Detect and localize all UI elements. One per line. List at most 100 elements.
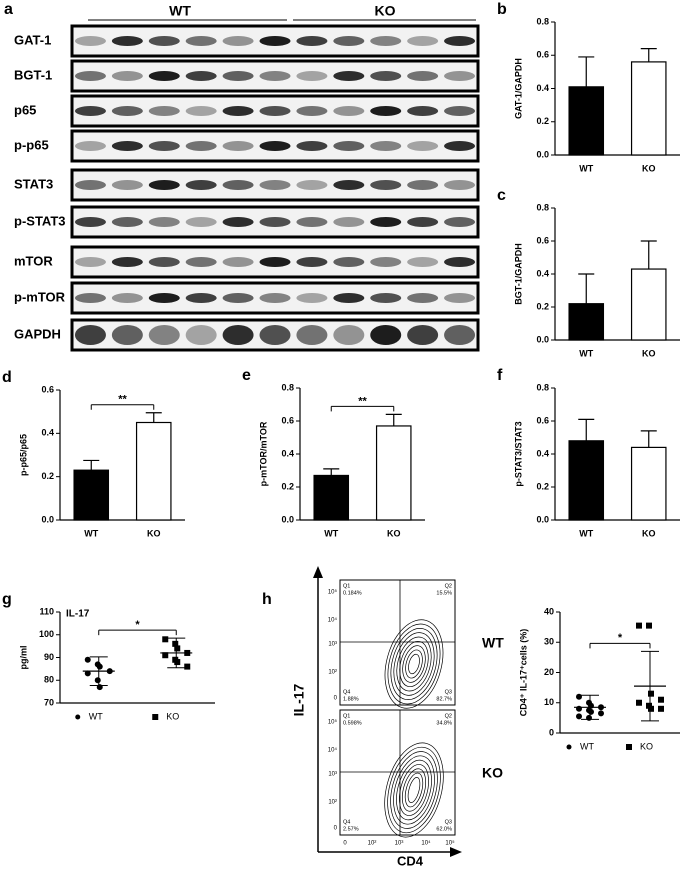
point bbox=[84, 670, 91, 677]
band bbox=[333, 71, 365, 81]
sig-mark: * bbox=[618, 632, 623, 644]
quadrant-label: Q4 bbox=[343, 689, 350, 695]
point bbox=[96, 684, 103, 691]
group-label: KO bbox=[375, 3, 396, 19]
band bbox=[333, 106, 365, 116]
flow-x-tick: 10⁴ bbox=[421, 840, 431, 847]
legend-label: KO bbox=[640, 741, 653, 751]
bar bbox=[630, 446, 667, 521]
panel-letter: f bbox=[497, 367, 503, 384]
panel-letter: a bbox=[4, 1, 13, 18]
chart-title: IL-17 bbox=[66, 609, 90, 620]
contour bbox=[405, 649, 423, 679]
flow-x-tick: 10⁵ bbox=[445, 840, 455, 847]
flow-y-tick: 10⁴ bbox=[328, 747, 338, 754]
band bbox=[222, 325, 254, 345]
band bbox=[259, 293, 291, 303]
band bbox=[333, 325, 365, 345]
protein-label: p-STAT3 bbox=[14, 213, 66, 228]
y-tick-label: 10 bbox=[544, 697, 554, 707]
band bbox=[222, 36, 254, 46]
legend-label: WT bbox=[580, 741, 594, 751]
y-tick-label: 0.8 bbox=[536, 16, 549, 26]
band bbox=[74, 141, 106, 151]
panel-letter: c bbox=[497, 187, 506, 204]
panel-letter: b bbox=[497, 1, 507, 18]
sig-mark: * bbox=[135, 619, 140, 631]
x-tick-label: WT bbox=[579, 348, 593, 358]
legend-marker bbox=[75, 714, 81, 720]
x-tick-label: KO bbox=[147, 528, 161, 538]
point bbox=[646, 702, 652, 709]
band bbox=[370, 293, 402, 303]
y-tick-label: 0.6 bbox=[41, 384, 54, 394]
y-tick-label: 0.0 bbox=[281, 514, 294, 524]
x-tick-label: WT bbox=[324, 528, 338, 538]
band bbox=[111, 293, 143, 303]
y-axis-label: BGT-1/GAPDH bbox=[513, 243, 523, 305]
bar bbox=[630, 268, 667, 341]
y-tick-label: 0.0 bbox=[536, 514, 549, 524]
protein-label: mTOR bbox=[14, 253, 53, 268]
sig-mark: ** bbox=[358, 395, 367, 407]
band bbox=[185, 293, 217, 303]
contour bbox=[387, 623, 441, 705]
band bbox=[111, 36, 143, 46]
flow-group-label: WT bbox=[482, 635, 504, 651]
band bbox=[185, 141, 217, 151]
arrow-head bbox=[313, 566, 323, 578]
band bbox=[296, 293, 328, 303]
band bbox=[259, 257, 291, 267]
quadrant-label: Q2 bbox=[445, 713, 452, 719]
band bbox=[333, 141, 365, 151]
band bbox=[407, 325, 439, 345]
y-axis-label: pg/ml bbox=[18, 646, 28, 670]
band bbox=[259, 71, 291, 81]
x-tick-label: KO bbox=[642, 348, 656, 358]
flow-y-tick: 10³ bbox=[328, 772, 337, 778]
quadrant-label: Q2 bbox=[445, 583, 452, 589]
flow-x-tick: 0 bbox=[343, 841, 347, 847]
point bbox=[162, 636, 169, 643]
legend-marker bbox=[566, 744, 572, 750]
y-tick-label: 0.2 bbox=[41, 471, 54, 481]
y-tick-label: 90 bbox=[44, 652, 54, 662]
contour bbox=[404, 772, 424, 808]
flow-y-tick: 10³ bbox=[328, 642, 337, 648]
x-tick-label: WT bbox=[84, 528, 98, 538]
y-tick-label: 0.6 bbox=[536, 415, 549, 425]
band bbox=[111, 180, 143, 190]
band bbox=[444, 293, 476, 303]
x-tick-label: KO bbox=[387, 528, 401, 538]
band bbox=[222, 141, 254, 151]
quadrant-label: Q1 bbox=[343, 583, 350, 589]
flow-y-tick: 0 bbox=[334, 826, 338, 832]
band bbox=[185, 71, 217, 81]
quadrant-value: 1.88% bbox=[343, 696, 359, 702]
band bbox=[111, 257, 143, 267]
band bbox=[74, 325, 106, 345]
protein-label: p-p65 bbox=[14, 137, 49, 152]
band bbox=[444, 325, 476, 345]
band bbox=[444, 141, 476, 151]
band bbox=[296, 36, 328, 46]
contour bbox=[393, 755, 435, 825]
panel-letter: d bbox=[2, 369, 12, 386]
contour bbox=[393, 632, 435, 696]
band bbox=[296, 180, 328, 190]
band bbox=[333, 293, 365, 303]
band bbox=[296, 71, 328, 81]
y-tick-label: 0.4 bbox=[281, 448, 294, 458]
band bbox=[111, 71, 143, 81]
band bbox=[222, 257, 254, 267]
y-axis-label: CD4⁺ IL-17⁺cells (%) bbox=[518, 629, 528, 717]
panel-letter: e bbox=[242, 367, 251, 384]
y-tick-label: 0.8 bbox=[536, 202, 549, 212]
band bbox=[296, 141, 328, 151]
band bbox=[296, 106, 328, 116]
protein-label: p65 bbox=[14, 102, 36, 117]
band bbox=[148, 325, 180, 345]
flow-x-tick: 10³ bbox=[395, 841, 404, 847]
band bbox=[111, 106, 143, 116]
